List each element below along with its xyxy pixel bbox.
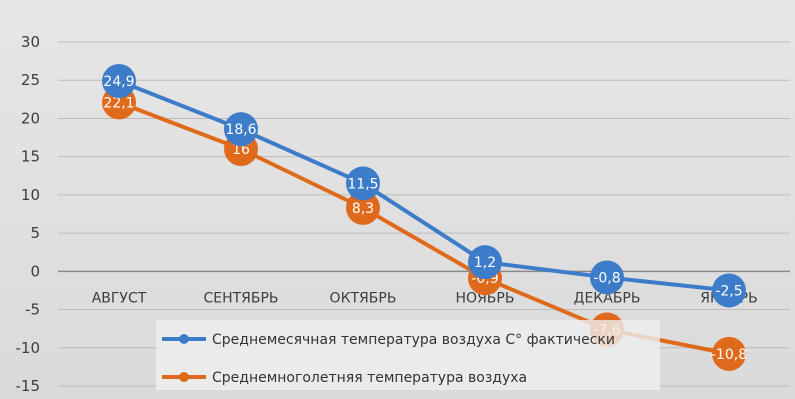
data-label: 18,6 xyxy=(225,122,256,138)
y-tick-label: 5 xyxy=(30,224,40,242)
legend-marker xyxy=(179,372,189,382)
y-tick-label: 0 xyxy=(30,262,40,280)
y-tick-label: -5 xyxy=(25,301,40,319)
y-tick-label: -10 xyxy=(16,339,41,357)
data-point xyxy=(102,63,136,98)
data-point xyxy=(346,166,380,201)
legend: Среднемесячная температура воздуха С° фа… xyxy=(156,320,660,390)
data-point xyxy=(712,336,746,371)
data-label: -10,8 xyxy=(711,347,747,363)
x-tick-label: АВГУСТ xyxy=(92,290,147,306)
y-axis-ticks: 30 25 20 15 10 5 0 -5 -10 -15 xyxy=(16,33,41,395)
x-tick-label: НОЯБРЬ xyxy=(456,290,515,306)
data-point xyxy=(590,260,624,295)
x-tick-label: СЕНТЯБРЬ xyxy=(203,290,278,306)
series-line xyxy=(117,100,731,356)
y-tick-label: 10 xyxy=(21,186,40,204)
data-point xyxy=(346,190,380,225)
y-tick-label: 30 xyxy=(21,33,40,51)
data-label: 24,9 xyxy=(103,74,134,90)
y-tick-label: 20 xyxy=(21,109,40,127)
data-label: 1,2 xyxy=(474,255,496,271)
data-point xyxy=(712,273,746,308)
y-tick-label: -15 xyxy=(16,377,41,395)
data-point xyxy=(224,112,258,147)
series-line xyxy=(117,78,731,293)
x-tick-label: ОКТЯБРЬ xyxy=(330,290,397,306)
y-tick-label: 25 xyxy=(21,71,40,89)
y-tick-label: 15 xyxy=(21,148,40,166)
legend-label: Среднемесячная температура воздуха С° фа… xyxy=(212,332,615,348)
x-tick-label: ДЕКАБРЬ xyxy=(574,290,641,306)
data-label: 16 xyxy=(232,142,250,158)
x-axis-ticks: АВГУСТСЕНТЯБРЬОКТЯБРЬНОЯБРЬДЕКАБРЬЯНВАРЬ xyxy=(92,290,758,306)
data-label: 11,5 xyxy=(347,176,378,192)
legend-label: Среднемноголетняя температура воздуха xyxy=(212,370,527,386)
data-label: 22,1 xyxy=(103,95,134,111)
legend-marker xyxy=(179,334,189,344)
data-label: 8,3 xyxy=(352,201,374,217)
data-label: -2,5 xyxy=(715,283,742,299)
legend-background xyxy=(156,320,660,390)
data-point xyxy=(468,245,502,280)
data-label: -0,8 xyxy=(593,270,620,286)
